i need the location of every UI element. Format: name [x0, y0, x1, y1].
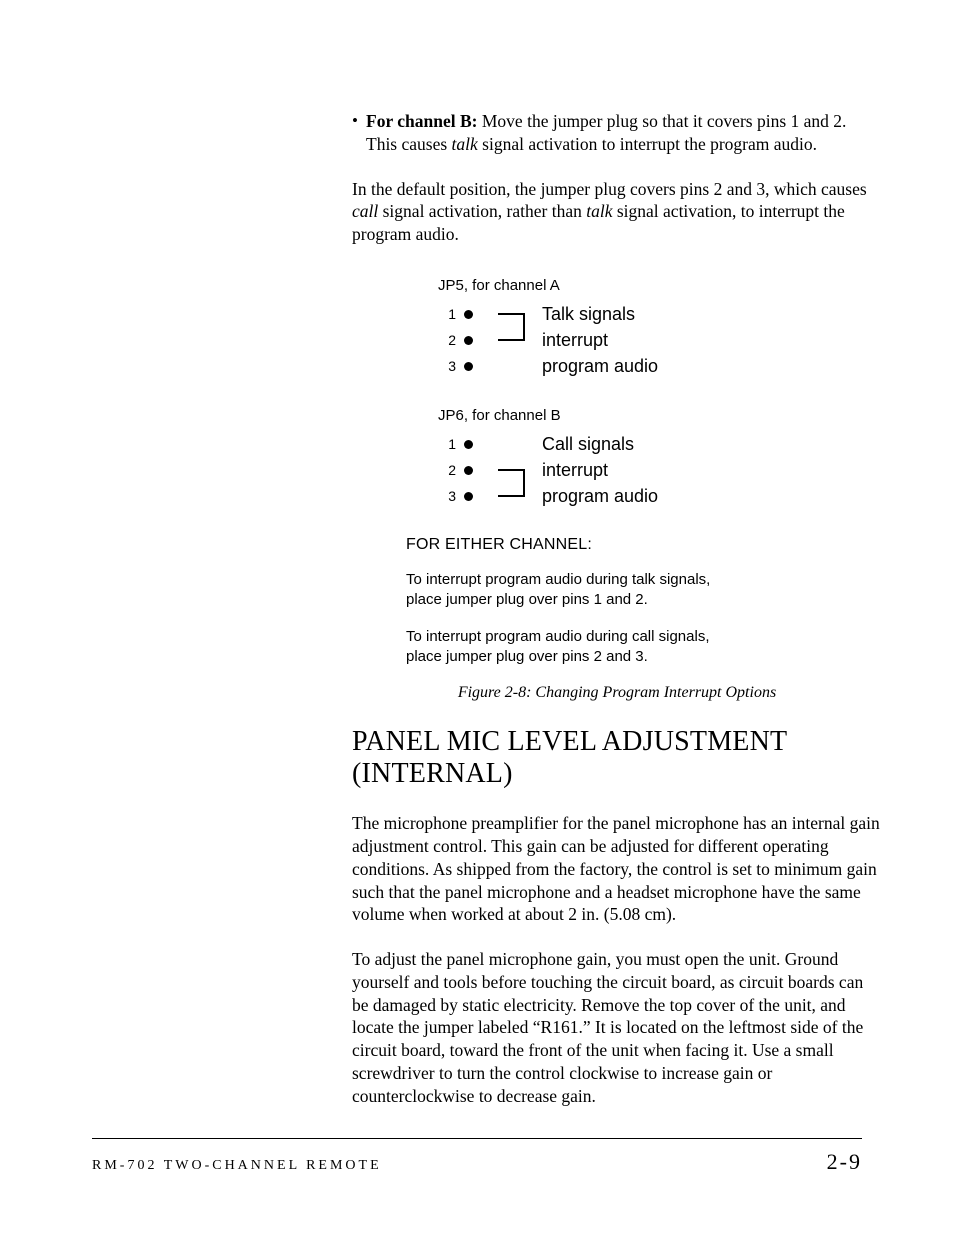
pin-dot-icon [464, 362, 473, 371]
jp5-pin2-num: 2 [438, 331, 456, 349]
bullet-line2-ital: talk [452, 134, 478, 154]
footer-row: RM-702 TWO-CHANNEL REMOTE 2-9 [92, 1149, 862, 1175]
either-channel-title: FOR EITHER CHANNEL: [406, 535, 882, 556]
jp5-title: JP5, for channel A [438, 276, 882, 296]
figure-caption: Figure 2-8: Changing Program Interrupt O… [352, 683, 882, 704]
bracket-top-icon [494, 301, 538, 379]
body-column: • For channel B: Move the jumper plug so… [352, 110, 882, 1107]
mic-paragraph-1: The microphone preamplifier for the pane… [352, 812, 882, 926]
jp5-pin-3: 3 [438, 353, 494, 379]
bullet-line2b: signal activation to interrupt the progr… [478, 134, 817, 154]
pin-dot-icon [464, 336, 473, 345]
jp6-pin3-num: 3 [438, 487, 456, 505]
footer-rule [92, 1138, 862, 1139]
footer-left: RM-702 TWO-CHANNEL REMOTE [92, 1158, 382, 1174]
pin-dot-icon [464, 440, 473, 449]
jp6-desc-0: Call signals [542, 431, 658, 457]
bullet-line2: This causes talk signal activation to in… [366, 133, 882, 156]
jp5-pin-1: 1 [438, 301, 494, 327]
dp-b: signal activation, rather than [378, 201, 586, 221]
either-p1: To interrupt program audio during talk s… [406, 570, 736, 611]
jp6-pins: 1 2 3 [438, 431, 494, 509]
jp6-desc-1: interrupt [542, 457, 658, 483]
jp6-title: JP6, for channel B [438, 406, 882, 426]
bullet-rest: Move the jumper plug so that it covers p… [478, 111, 847, 131]
jp5-pins: 1 2 3 [438, 301, 494, 379]
either-p2: To interrupt program audio during call s… [406, 627, 736, 668]
mic-paragraph-2: To adjust the panel microphone gain, you… [352, 948, 882, 1107]
bullet-label: For channel B: [366, 111, 478, 131]
jp6-pin-2: 2 [438, 457, 494, 483]
pin-dot-icon [464, 466, 473, 475]
jp6-pin1-num: 1 [438, 435, 456, 453]
bullet-item: • For channel B: Move the jumper plug so… [352, 110, 882, 156]
jp5-block: 1 2 3 Talk signals interrupt program aud… [438, 301, 882, 379]
jp6-block: 1 2 3 Call signals interrupt program aud… [438, 431, 882, 509]
figure: JP5, for channel A 1 2 3 Talk signals in… [438, 276, 882, 667]
default-paragraph: In the default position, the jumper plug… [352, 178, 882, 246]
jp6-desc: Call signals interrupt program audio [542, 431, 658, 509]
bullet-mark: • [352, 110, 366, 156]
page-footer: RM-702 TWO-CHANNEL REMOTE 2-9 [92, 1138, 862, 1175]
section-heading: PANEL MIC LEVEL ADJUSTMENT (INTER­NAL) [352, 726, 882, 790]
jp5-desc-1: interrupt [542, 327, 658, 353]
jp5-pin-2: 2 [438, 327, 494, 353]
jp5-desc: Talk signals interrupt program audio [542, 301, 658, 379]
pin-dot-icon [464, 310, 473, 319]
jp5-desc-2: program audio [542, 353, 658, 379]
dp-i2: talk [586, 201, 612, 221]
jp6-pin-3: 3 [438, 483, 494, 509]
jp5-desc-0: Talk signals [542, 301, 658, 327]
pin-dot-icon [464, 492, 473, 501]
jp6-desc-2: program audio [542, 483, 658, 509]
jp5-pin1-num: 1 [438, 305, 456, 323]
dp-i1: call [352, 201, 378, 221]
bracket-bottom-icon [494, 431, 538, 509]
bullet-line2a: This causes [366, 134, 452, 154]
dp-a: In the default position, the jumper plug… [352, 179, 867, 199]
footer-right: 2-9 [827, 1149, 862, 1175]
jp6-pin2-num: 2 [438, 461, 456, 479]
page: • For channel B: Move the jumper plug so… [0, 0, 954, 1235]
jp6-pin-1: 1 [438, 431, 494, 457]
bullet-text: For channel B: Move the jumper plug so t… [366, 110, 882, 156]
jp5-pin3-num: 3 [438, 357, 456, 375]
